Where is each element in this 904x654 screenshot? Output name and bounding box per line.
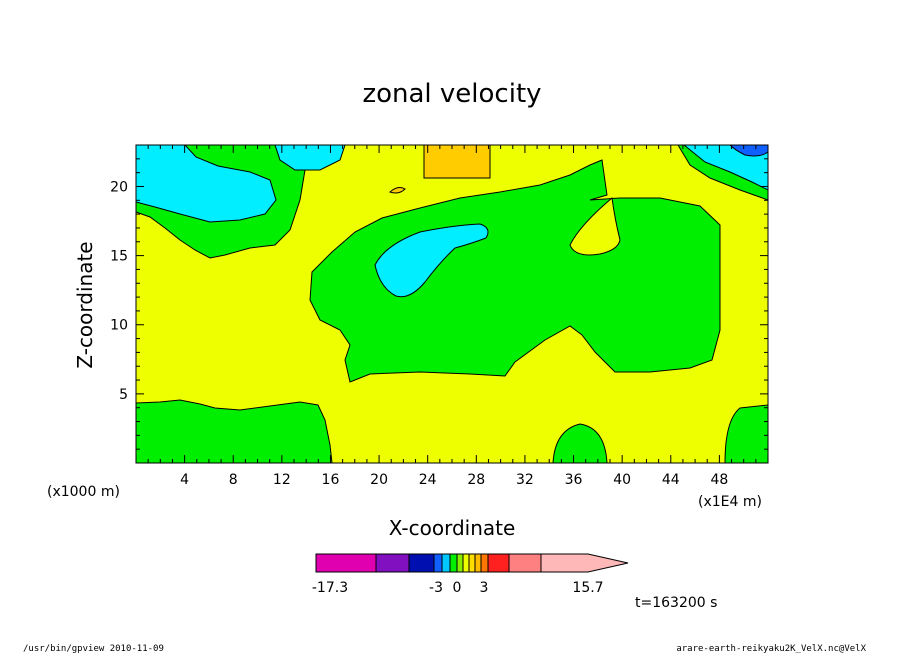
x-unit-left: (x1000 m) [47, 484, 120, 500]
x-tick-label: 4 [180, 472, 189, 488]
x-tick-label: 44 [662, 472, 680, 488]
colorbar-segment [408, 553, 435, 573]
x-tick-label: 48 [710, 472, 728, 488]
colorbar-segment [508, 553, 542, 573]
contour-cyan-center [374, 223, 489, 298]
time-label: t=163200 s [635, 595, 717, 611]
colorbar-label: 0 [453, 580, 462, 596]
y-axis-label: Z-coordinate [73, 241, 97, 368]
contour-orange-top [423, 144, 491, 179]
colorbar-segment [456, 553, 464, 573]
x-tick-label: 24 [419, 472, 437, 488]
contour-green-lower-right [724, 404, 769, 464]
x-tick-label: 16 [322, 472, 340, 488]
x-tick-label: 28 [467, 472, 485, 488]
x-tick-label: 40 [613, 472, 631, 488]
colorbar-segment [315, 553, 377, 573]
colorbar-segment [433, 553, 443, 573]
y-tick-label: 20 [110, 179, 128, 195]
colorbar-segment [375, 553, 410, 573]
chart-title: zonal velocity [362, 79, 541, 109]
y-tick-label: 5 [119, 387, 128, 403]
footer-left: /usr/bin/gpview 2010-11-09 [23, 644, 164, 654]
contour-cyan-upper-left [135, 144, 277, 223]
colorbar-segment [474, 553, 482, 573]
colorbar-label: 15.7 [572, 580, 603, 596]
colorbar-segment [462, 553, 470, 573]
x-tick-label: 12 [273, 472, 291, 488]
colorbar-label: -17.3 [312, 580, 348, 596]
x-unit-right: (x1E4 m) [698, 494, 762, 510]
colorbar-arrow [540, 553, 629, 573]
colorbar-label: -3 [429, 580, 443, 596]
colorbar-segment [468, 553, 476, 573]
contour-yellow-inner [569, 197, 621, 256]
contour-blue-corner [728, 144, 769, 157]
footer-right: arare-earth-reikyaku2K_VelX.nc@VelX [676, 644, 866, 654]
contour-green-bottom-mid [552, 423, 608, 464]
contour-green-center [309, 159, 721, 383]
y-tick-label: 10 [110, 318, 128, 334]
colorbar: -17.3 -3 0 3 15.7 [312, 553, 629, 596]
x-tick-label: 36 [565, 472, 583, 488]
x-tick-label: 32 [516, 472, 534, 488]
y-tick-label: 15 [110, 249, 128, 265]
x-tick-label: 8 [229, 472, 238, 488]
contour-green-lower-left [135, 399, 333, 464]
colorbar-segment [487, 553, 510, 573]
contour-orange-small-island [389, 187, 406, 194]
x-tick-label: 20 [370, 472, 388, 488]
colorbar-label: 3 [480, 580, 489, 596]
colorbar-segment [480, 553, 489, 573]
colorbar-segment [449, 553, 458, 573]
contour-fields [135, 144, 769, 464]
colorbar-segment [441, 553, 451, 573]
x-axis-label: X-coordinate [389, 516, 516, 540]
